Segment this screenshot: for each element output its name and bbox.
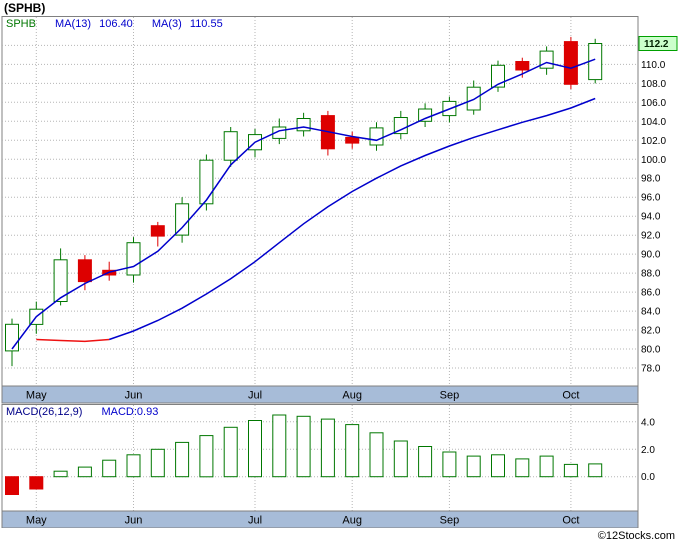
macd-bar — [539, 455, 554, 478]
candle — [563, 36, 578, 90]
svg-text:Jun: Jun — [125, 390, 143, 402]
ma3-line — [11, 58, 596, 350]
macd-bar — [150, 448, 165, 478]
ma13-line — [108, 97, 596, 341]
macd-params-label: MACD(26,12,9) — [6, 406, 83, 418]
price-gridlines — [2, 17, 638, 386]
legend-symbol: SPHB — [6, 18, 36, 30]
candle — [393, 110, 408, 140]
macd-bar — [369, 432, 384, 478]
macd-bar — [126, 454, 141, 478]
candle — [345, 131, 360, 149]
price-chart-svg: 78.0 80.0 82.0 84.0 86.0 88.0 90.0 92.0 94.0 96.0… — [0, 16, 680, 404]
candle — [199, 154, 214, 211]
macd-bar — [272, 414, 287, 478]
macd-bar — [102, 459, 117, 478]
symbol-title: (SPHB) — [4, 1, 46, 15]
svg-text:Aug: Aug — [342, 390, 362, 402]
macd-bar — [393, 440, 408, 478]
svg-text:92.0: 92.0 — [641, 231, 661, 242]
candle — [491, 60, 505, 92]
macd-bar — [418, 446, 433, 478]
ma13-line-red-segment — [36, 338, 110, 343]
macd-bar — [442, 451, 457, 478]
macd-panel: 0.0 2.0 4.0 May Jun Jul Aug Sep Oct MACD(26,12,9… — [0, 404, 680, 528]
svg-text:May: May — [26, 390, 47, 402]
month-labels: May Jun Jul Aug Sep Oct — [26, 390, 580, 402]
macd-chart-svg: 0.0 2.0 4.0 May Jun Jul Aug Sep Oct — [0, 404, 680, 528]
svg-text:112.2: 112.2 — [644, 39, 669, 50]
macd-bar — [588, 463, 603, 478]
macd-bar — [515, 458, 530, 478]
svg-text:78.0: 78.0 — [641, 364, 661, 375]
macd-bar — [248, 420, 262, 478]
legend-ma3-label: MA(3) — [151, 18, 182, 30]
legend-ma13-value: 106.40 — [99, 18, 133, 30]
macd-gridlines — [2, 405, 638, 511]
svg-text:80.0: 80.0 — [641, 345, 661, 356]
svg-text:86.0: 86.0 — [641, 288, 661, 299]
macd-bar — [296, 415, 311, 478]
macd-bar — [563, 463, 578, 478]
svg-text:110.0: 110.0 — [641, 60, 666, 71]
macd-bar — [320, 418, 335, 478]
svg-text:104.0: 104.0 — [641, 117, 666, 128]
svg-text:106.0: 106.0 — [641, 98, 666, 109]
candle — [150, 221, 165, 247]
watermark: ©12Stocks.com — [597, 530, 675, 542]
svg-text:96.0: 96.0 — [641, 193, 661, 204]
svg-text:Sep: Sep — [440, 515, 460, 527]
month-axis-strip — [1, 385, 639, 404]
macd-histogram — [5, 414, 603, 495]
svg-text:90.0: 90.0 — [641, 250, 661, 261]
svg-text:84.0: 84.0 — [641, 307, 661, 318]
candle — [77, 255, 92, 291]
macd-bar — [466, 455, 481, 478]
macd-bar — [345, 424, 360, 478]
macd-bar — [223, 426, 238, 478]
svg-text:82.0: 82.0 — [641, 326, 661, 337]
svg-text:108.0: 108.0 — [641, 79, 666, 90]
macd-value-label: MACD:0.93 — [101, 406, 159, 418]
price-chart-legend: SPHB MA(13) 106.40 MA(3) 110.55 — [6, 18, 228, 30]
svg-text:100.0: 100.0 — [641, 155, 666, 166]
legend-ma13-label: MA(13) — [55, 18, 92, 30]
svg-text:98.0: 98.0 — [641, 174, 661, 185]
svg-text:2.0: 2.0 — [641, 445, 655, 456]
candle — [53, 248, 68, 306]
macd-bar — [5, 476, 19, 495]
svg-text:Jun: Jun — [125, 515, 143, 527]
svg-text:Oct: Oct — [562, 390, 579, 402]
svg-text:Aug: Aug — [342, 515, 362, 527]
svg-text:4.0: 4.0 — [641, 417, 655, 428]
macd-bar — [29, 476, 44, 490]
svg-text:88.0: 88.0 — [641, 269, 661, 280]
svg-text:Sep: Sep — [440, 390, 460, 402]
svg-text:102.0: 102.0 — [641, 136, 666, 147]
candle — [418, 103, 433, 127]
macd-bar — [199, 435, 214, 478]
svg-text:94.0: 94.0 — [641, 212, 661, 223]
macd-axis-labels: 0.0 2.0 4.0 — [641, 417, 655, 483]
macd-bar — [491, 454, 505, 478]
svg-text:Jul: Jul — [248, 390, 262, 402]
macd-bar — [175, 441, 190, 478]
month-axis-strip — [1, 510, 639, 528]
candle — [223, 127, 238, 167]
svg-text:Oct: Oct — [562, 515, 579, 527]
macd-legend: MACD(26,12,9) MACD:0.93 — [6, 406, 163, 418]
candle — [466, 80, 481, 115]
last-price-badge: 112.2 — [638, 36, 678, 51]
macd-bar — [53, 470, 68, 478]
month-labels: May Jun Jul Aug Sep Oct — [26, 515, 580, 527]
candle — [369, 122, 384, 151]
legend-ma3-value: 110.55 — [189, 18, 223, 30]
svg-text:Jul: Jul — [248, 515, 262, 527]
price-chart-panel: 78.0 80.0 82.0 84.0 86.0 88.0 90.0 92.0 94.0 96.0… — [0, 16, 680, 404]
macd-bar — [77, 466, 92, 478]
svg-text:May: May — [26, 515, 47, 527]
svg-text:0.0: 0.0 — [641, 472, 655, 483]
price-axis-labels: 78.0 80.0 82.0 84.0 86.0 88.0 90.0 92.0 94.0 96.0… — [641, 41, 666, 375]
